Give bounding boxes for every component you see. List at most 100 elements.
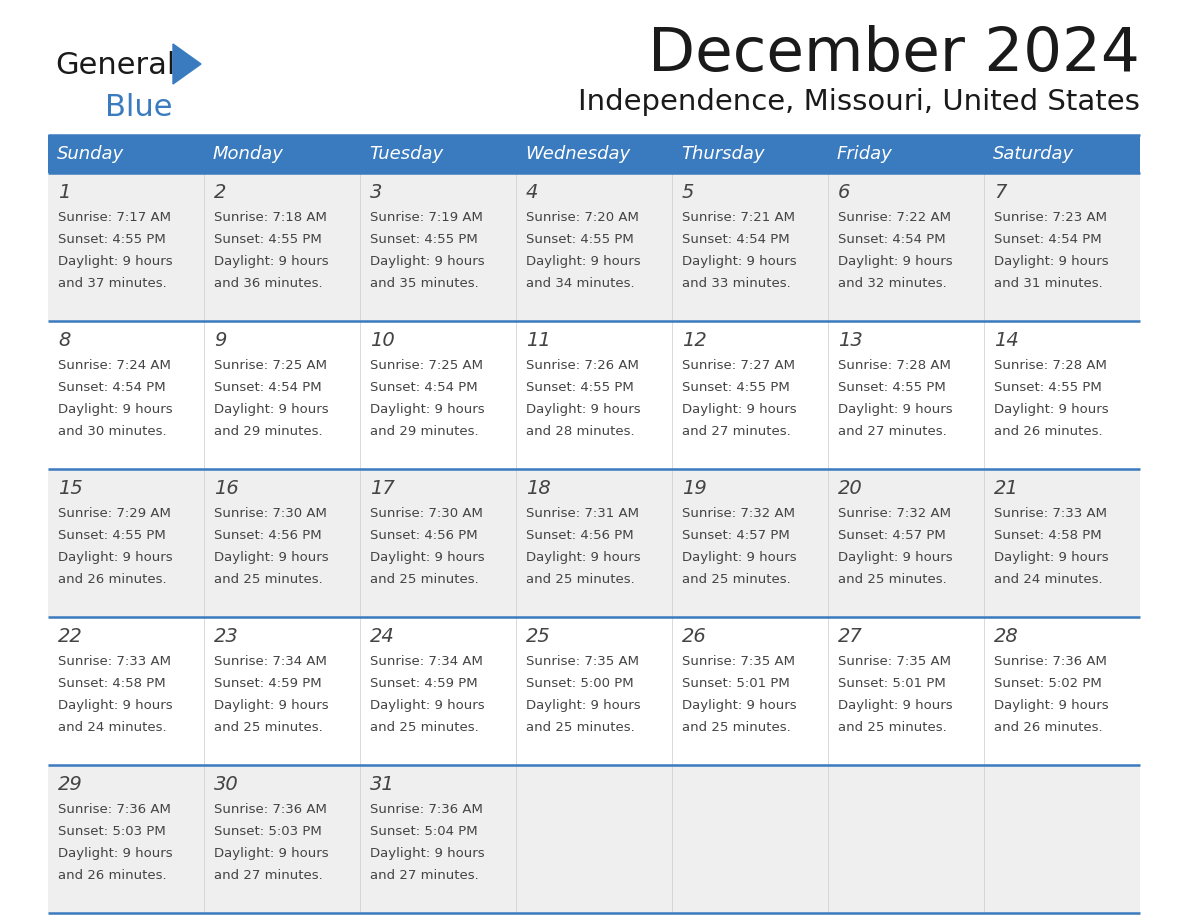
Text: 29: 29 (58, 775, 83, 794)
Text: Sunset: 4:54 PM: Sunset: 4:54 PM (994, 233, 1101, 246)
Text: Sunset: 4:59 PM: Sunset: 4:59 PM (369, 677, 478, 690)
Text: Sunset: 4:59 PM: Sunset: 4:59 PM (214, 677, 322, 690)
Text: Sunset: 4:55 PM: Sunset: 4:55 PM (994, 381, 1101, 394)
Text: 3: 3 (369, 183, 383, 202)
Text: 9: 9 (214, 331, 227, 350)
Text: Daylight: 9 hours: Daylight: 9 hours (526, 699, 640, 712)
Text: and 26 minutes.: and 26 minutes. (58, 573, 166, 586)
Text: Sunset: 5:02 PM: Sunset: 5:02 PM (994, 677, 1101, 690)
Text: 5: 5 (682, 183, 694, 202)
Text: and 27 minutes.: and 27 minutes. (214, 869, 323, 882)
Text: Daylight: 9 hours: Daylight: 9 hours (58, 255, 172, 268)
Text: 26: 26 (682, 627, 707, 646)
Text: and 27 minutes.: and 27 minutes. (369, 869, 479, 882)
Text: Daylight: 9 hours: Daylight: 9 hours (369, 699, 485, 712)
Text: Sunrise: 7:36 AM: Sunrise: 7:36 AM (58, 803, 171, 816)
Text: and 34 minutes.: and 34 minutes. (526, 277, 634, 290)
Text: 16: 16 (214, 479, 239, 498)
Text: 24: 24 (369, 627, 394, 646)
Text: Daylight: 9 hours: Daylight: 9 hours (58, 403, 172, 416)
Text: 12: 12 (682, 331, 707, 350)
Bar (48, 173, 1140, 321)
Text: Sunset: 5:03 PM: Sunset: 5:03 PM (214, 825, 322, 838)
Text: Wednesday: Wednesday (525, 145, 630, 163)
Text: Sunset: 5:01 PM: Sunset: 5:01 PM (682, 677, 790, 690)
Text: Daylight: 9 hours: Daylight: 9 hours (682, 551, 797, 564)
Text: 31: 31 (369, 775, 394, 794)
Text: 18: 18 (526, 479, 551, 498)
Text: Sunrise: 7:35 AM: Sunrise: 7:35 AM (682, 655, 795, 668)
Text: Independence, Missouri, United States: Independence, Missouri, United States (579, 88, 1140, 116)
Text: Sunset: 4:55 PM: Sunset: 4:55 PM (58, 233, 166, 246)
Text: Sunrise: 7:20 AM: Sunrise: 7:20 AM (526, 211, 639, 224)
Text: Sunset: 4:58 PM: Sunset: 4:58 PM (58, 677, 165, 690)
Text: and 26 minutes.: and 26 minutes. (994, 425, 1102, 438)
Text: and 26 minutes.: and 26 minutes. (994, 721, 1102, 734)
Text: Sunset: 4:58 PM: Sunset: 4:58 PM (994, 529, 1101, 542)
Text: Daylight: 9 hours: Daylight: 9 hours (58, 847, 172, 860)
Text: Sunset: 4:55 PM: Sunset: 4:55 PM (58, 529, 166, 542)
Text: 21: 21 (994, 479, 1019, 498)
Text: Daylight: 9 hours: Daylight: 9 hours (526, 255, 640, 268)
Text: and 25 minutes.: and 25 minutes. (838, 721, 947, 734)
Polygon shape (173, 44, 201, 84)
Text: Daylight: 9 hours: Daylight: 9 hours (994, 699, 1108, 712)
Text: 7: 7 (994, 183, 1006, 202)
Bar (48, 321, 1140, 469)
Text: 22: 22 (58, 627, 83, 646)
Text: and 24 minutes.: and 24 minutes. (58, 721, 166, 734)
Text: 19: 19 (682, 479, 707, 498)
Text: General: General (55, 51, 176, 81)
Text: Daylight: 9 hours: Daylight: 9 hours (214, 403, 329, 416)
Text: Sunset: 4:56 PM: Sunset: 4:56 PM (369, 529, 478, 542)
Text: 4: 4 (526, 183, 538, 202)
Text: and 26 minutes.: and 26 minutes. (58, 869, 166, 882)
Text: Sunset: 5:03 PM: Sunset: 5:03 PM (58, 825, 166, 838)
Text: Sunrise: 7:35 AM: Sunrise: 7:35 AM (526, 655, 639, 668)
Text: Saturday: Saturday (993, 145, 1074, 163)
Text: and 25 minutes.: and 25 minutes. (526, 573, 634, 586)
Text: and 30 minutes.: and 30 minutes. (58, 425, 166, 438)
Text: Daylight: 9 hours: Daylight: 9 hours (369, 847, 485, 860)
Text: Sunrise: 7:36 AM: Sunrise: 7:36 AM (994, 655, 1107, 668)
Text: 6: 6 (838, 183, 851, 202)
Text: Daylight: 9 hours: Daylight: 9 hours (682, 403, 797, 416)
Text: Sunset: 4:55 PM: Sunset: 4:55 PM (682, 381, 790, 394)
Text: Sunset: 5:00 PM: Sunset: 5:00 PM (526, 677, 633, 690)
Text: and 25 minutes.: and 25 minutes. (682, 573, 791, 586)
Text: Sunrise: 7:25 AM: Sunrise: 7:25 AM (369, 359, 484, 372)
Bar (48, 469, 1140, 617)
Text: and 25 minutes.: and 25 minutes. (369, 721, 479, 734)
Text: Sunrise: 7:26 AM: Sunrise: 7:26 AM (526, 359, 639, 372)
Text: and 33 minutes.: and 33 minutes. (682, 277, 791, 290)
Text: Sunrise: 7:25 AM: Sunrise: 7:25 AM (214, 359, 327, 372)
Text: and 25 minutes.: and 25 minutes. (214, 573, 323, 586)
Text: Daylight: 9 hours: Daylight: 9 hours (838, 403, 953, 416)
Text: 23: 23 (214, 627, 239, 646)
Text: Tuesday: Tuesday (369, 145, 443, 163)
Text: and 27 minutes.: and 27 minutes. (682, 425, 791, 438)
Text: 27: 27 (838, 627, 862, 646)
Text: Sunrise: 7:30 AM: Sunrise: 7:30 AM (214, 507, 327, 520)
Text: Sunrise: 7:24 AM: Sunrise: 7:24 AM (58, 359, 171, 372)
Text: Daylight: 9 hours: Daylight: 9 hours (214, 551, 329, 564)
Text: Sunset: 4:54 PM: Sunset: 4:54 PM (214, 381, 322, 394)
Text: 20: 20 (838, 479, 862, 498)
Text: Sunrise: 7:34 AM: Sunrise: 7:34 AM (214, 655, 327, 668)
Text: 2: 2 (214, 183, 227, 202)
Text: Sunrise: 7:33 AM: Sunrise: 7:33 AM (994, 507, 1107, 520)
Text: and 35 minutes.: and 35 minutes. (369, 277, 479, 290)
Text: 15: 15 (58, 479, 83, 498)
Text: Sunset: 4:55 PM: Sunset: 4:55 PM (214, 233, 322, 246)
Text: Sunrise: 7:28 AM: Sunrise: 7:28 AM (838, 359, 950, 372)
Text: Daylight: 9 hours: Daylight: 9 hours (58, 551, 172, 564)
Text: Sunrise: 7:31 AM: Sunrise: 7:31 AM (526, 507, 639, 520)
Text: Sunset: 4:54 PM: Sunset: 4:54 PM (838, 233, 946, 246)
Text: 8: 8 (58, 331, 70, 350)
Text: Sunrise: 7:36 AM: Sunrise: 7:36 AM (214, 803, 327, 816)
Text: Sunrise: 7:21 AM: Sunrise: 7:21 AM (682, 211, 795, 224)
Text: Daylight: 9 hours: Daylight: 9 hours (682, 255, 797, 268)
Text: Sunset: 4:55 PM: Sunset: 4:55 PM (369, 233, 478, 246)
Text: Sunrise: 7:27 AM: Sunrise: 7:27 AM (682, 359, 795, 372)
Text: Daylight: 9 hours: Daylight: 9 hours (838, 551, 953, 564)
